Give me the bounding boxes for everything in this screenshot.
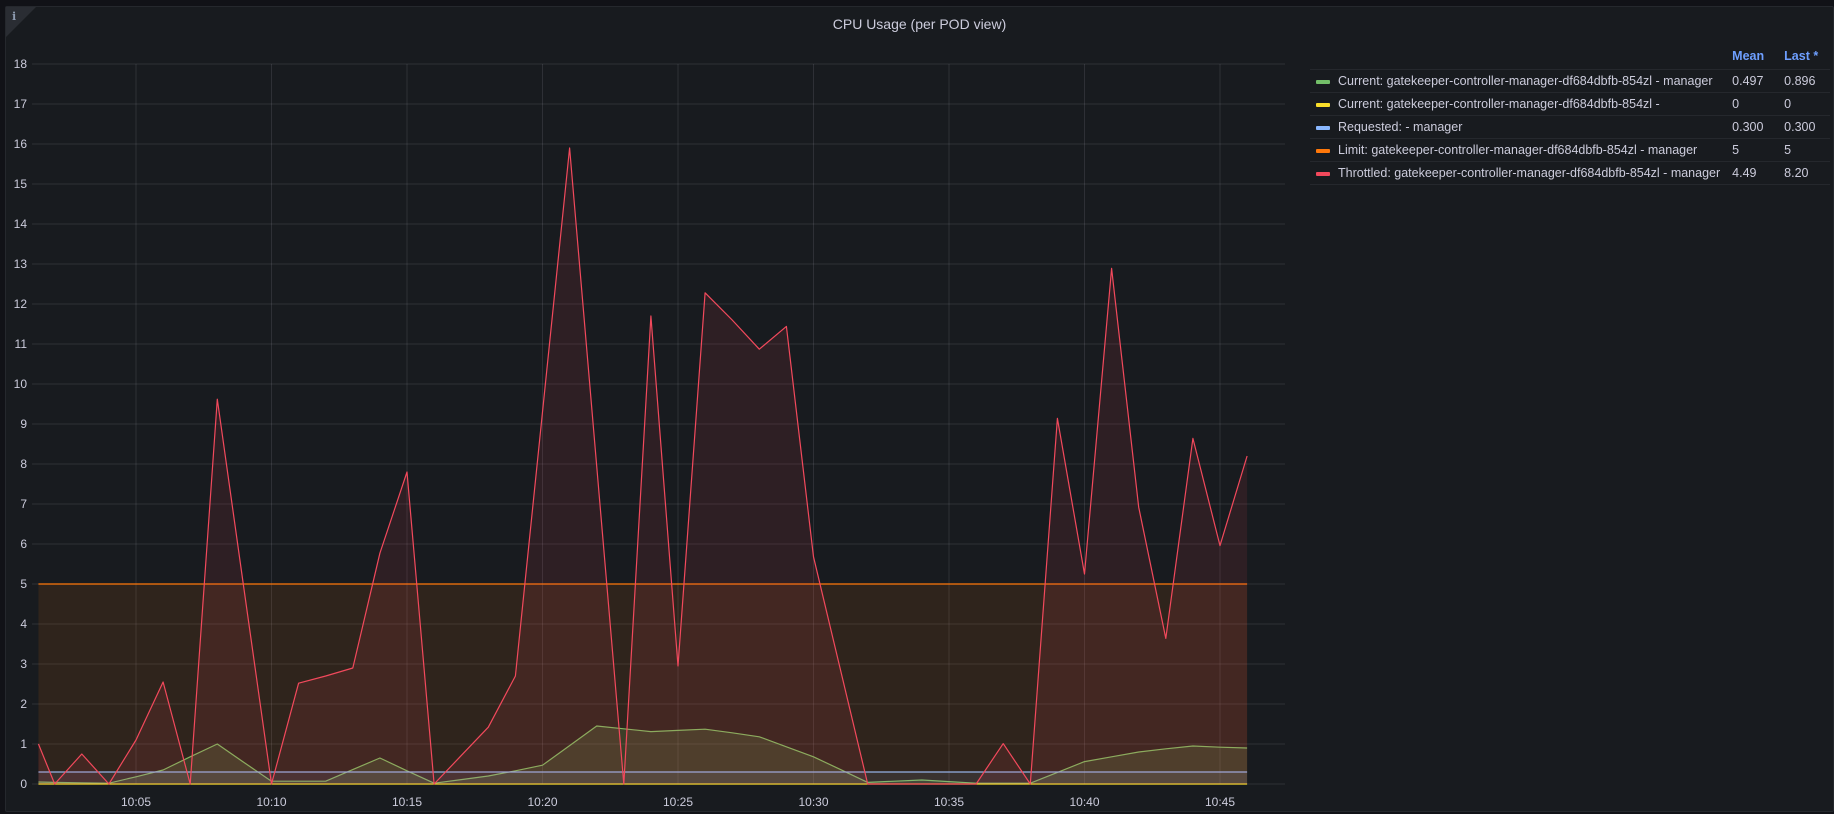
y-axis-tick-label: 13 bbox=[14, 257, 28, 271]
x-axis-tick-label: 10:30 bbox=[798, 795, 828, 809]
y-axis-tick-label: 14 bbox=[14, 217, 28, 231]
series-color-swatch[interactable] bbox=[1316, 102, 1330, 107]
legend-name-header bbox=[1310, 48, 1726, 70]
legend-label: Requested: - manager bbox=[1338, 120, 1463, 134]
x-axis-tick-label: 10:15 bbox=[392, 795, 422, 809]
legend-mean-value: 0.497 bbox=[1726, 69, 1779, 93]
series-3 bbox=[38, 583, 1248, 784]
legend-series-name[interactable]: Requested: - manager bbox=[1310, 115, 1727, 139]
legend-item[interactable]: Throttled: gatekeeper-controller-manager… bbox=[1310, 161, 1831, 185]
y-axis-tick-label: 17 bbox=[14, 97, 28, 111]
legend-mean-header[interactable]: Mean bbox=[1732, 48, 1765, 63]
y-axis-tick-label: 16 bbox=[14, 137, 28, 151]
y-axis-tick-label: 18 bbox=[14, 57, 28, 71]
y-axis-tick-label: 4 bbox=[20, 617, 27, 631]
legend-item[interactable]: Current: gatekeeper-controller-manager-d… bbox=[1310, 92, 1831, 116]
series-color-swatch[interactable] bbox=[1316, 125, 1330, 130]
series-4 bbox=[37, 147, 1248, 785]
y-axis-tick-label: 15 bbox=[14, 177, 28, 191]
legend-last-value: 0.300 bbox=[1778, 115, 1831, 139]
panel-info-corner[interactable] bbox=[6, 7, 36, 37]
y-axis-tick-label: 3 bbox=[20, 657, 27, 671]
series-2 bbox=[38, 771, 1248, 784]
x-axis-tick-label: 10:10 bbox=[256, 795, 286, 809]
legend-item[interactable]: Current: gatekeeper-controller-manager-d… bbox=[1310, 69, 1831, 93]
legend-mean-value: 0 bbox=[1726, 92, 1779, 116]
series-color-swatch[interactable] bbox=[1316, 148, 1330, 153]
legend-series-name[interactable]: Limit: gatekeeper-controller-manager-df6… bbox=[1310, 138, 1727, 162]
series-color-swatch[interactable] bbox=[1316, 171, 1330, 176]
legend-mean-value: 5 bbox=[1726, 138, 1779, 162]
y-axis-tick-label: 8 bbox=[20, 457, 27, 471]
legend-label: Throttled: gatekeeper-controller-manager… bbox=[1338, 166, 1721, 180]
legend-last-header[interactable]: Last * bbox=[1784, 48, 1819, 63]
legend-mean-value: 4.49 bbox=[1726, 161, 1779, 185]
legend-item[interactable]: Requested: - manager 0.300 0.300 bbox=[1310, 115, 1831, 139]
y-axis-tick-label: 2 bbox=[20, 697, 27, 711]
legend-series-name[interactable]: Current: gatekeeper-controller-manager-d… bbox=[1310, 92, 1727, 116]
panel-title[interactable]: CPU Usage (per POD view) bbox=[832, 16, 1007, 32]
legend-mean-value: 0.300 bbox=[1726, 115, 1779, 139]
y-axis-tick-label: 9 bbox=[20, 417, 27, 431]
x-axis-tick-label: 10:25 bbox=[663, 795, 693, 809]
y-axis-tick-label: 0 bbox=[20, 777, 27, 791]
series-0 bbox=[38, 725, 1248, 784]
x-axis-tick-label: 10:20 bbox=[527, 795, 557, 809]
legend-table: Mean Last * Current: gatekeeper-controll… bbox=[1310, 48, 1831, 185]
y-axis-tick-label: 5 bbox=[20, 577, 27, 591]
legend-last-value: 5 bbox=[1778, 138, 1831, 162]
legend-series-name[interactable]: Throttled: gatekeeper-controller-manager… bbox=[1310, 161, 1727, 185]
legend-last-value: 8.20 bbox=[1778, 161, 1831, 185]
legend-label: Current: gatekeeper-controller-manager-d… bbox=[1338, 97, 1660, 111]
info-icon[interactable]: i bbox=[12, 10, 17, 23]
y-axis-tick-label: 11 bbox=[15, 337, 28, 351]
legend-label: Limit: gatekeeper-controller-manager-df6… bbox=[1338, 143, 1698, 157]
x-axis-tick-label: 10:05 bbox=[121, 795, 151, 809]
legend-last-value: 0 bbox=[1778, 92, 1831, 116]
x-axis-tick-label: 10:35 bbox=[934, 795, 964, 809]
y-axis-tick-label: 12 bbox=[14, 297, 28, 311]
legend-last-value: 0.896 bbox=[1778, 69, 1831, 93]
y-axis-tick-label: 1 bbox=[20, 737, 27, 751]
legend-series-name[interactable]: Current: gatekeeper-controller-manager-d… bbox=[1310, 69, 1727, 93]
x-axis-tick-label: 10:40 bbox=[1069, 795, 1099, 809]
y-axis-tick-label: 6 bbox=[20, 537, 27, 551]
x-axis-tick-label: 10:45 bbox=[1205, 795, 1235, 809]
series-color-swatch[interactable] bbox=[1316, 79, 1330, 84]
y-axis-tick-label: 10 bbox=[14, 377, 28, 391]
legend-label: Current: gatekeeper-controller-manager-d… bbox=[1338, 74, 1713, 88]
legend-item[interactable]: Limit: gatekeeper-controller-manager-df6… bbox=[1310, 138, 1831, 162]
y-axis-tick-label: 7 bbox=[20, 497, 27, 511]
